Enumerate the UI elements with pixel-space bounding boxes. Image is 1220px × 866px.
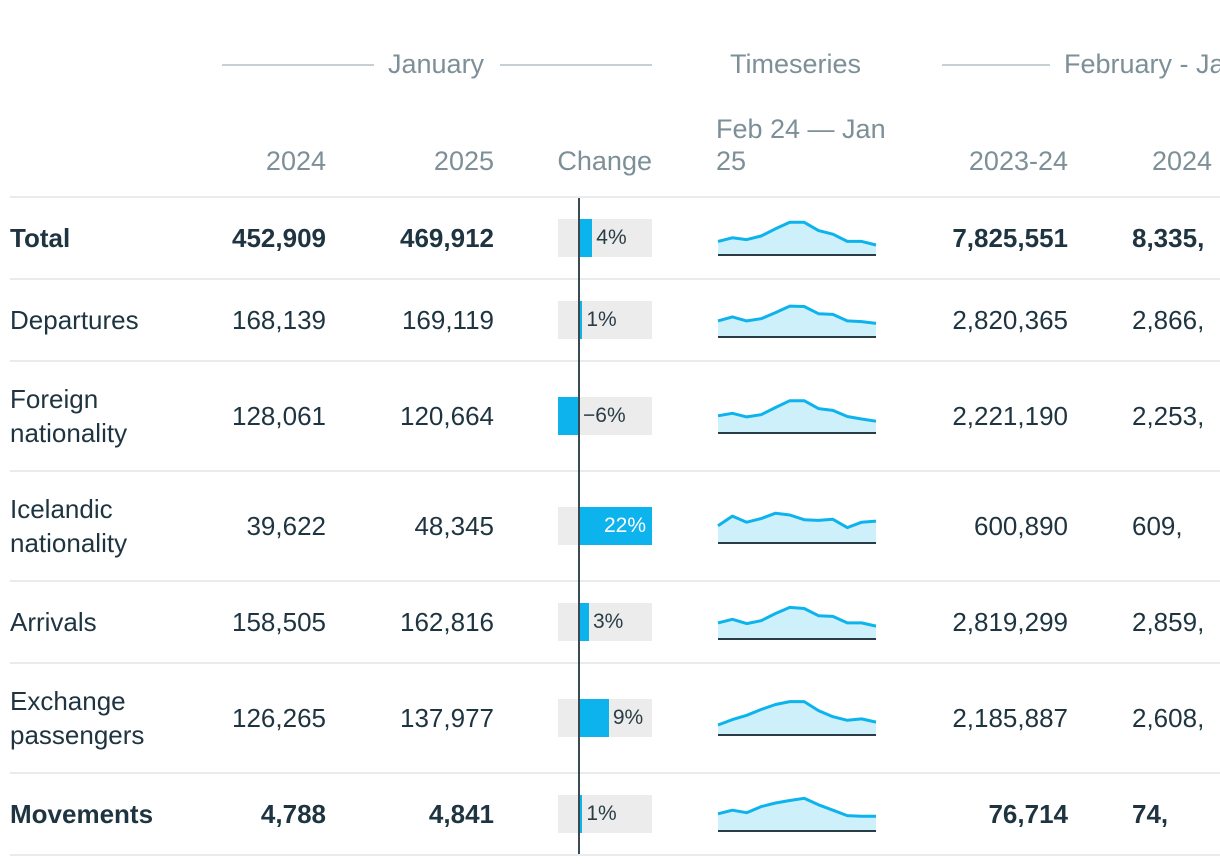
- change-bar-bg-departures: [558, 301, 652, 339]
- january-group-line-right: [500, 64, 652, 66]
- cell-y2024-movements: 4,788: [260, 799, 326, 829]
- row-divider: [10, 854, 1220, 856]
- cell-y2024-foreign-nationality: 128,061: [232, 401, 326, 431]
- sparkline-foreign-nationality: [717, 399, 877, 434]
- change-bar-foreign-nationality: [558, 397, 579, 435]
- col-head-2024: 2024: [265, 146, 326, 176]
- sparkline-line-total: [717, 220, 877, 247]
- cell-y2025-icelandic-nationality: 48,345: [414, 511, 494, 541]
- row-divider: [10, 278, 1220, 280]
- col-head-change: Change: [557, 146, 652, 176]
- row-divider: [10, 772, 1220, 774]
- row-divider: [10, 360, 1220, 362]
- sparkline-area-exchange-passengers: [718, 701, 876, 734]
- cell-y2024-arrivals: 158,505: [232, 607, 326, 637]
- change-bar-departures: [579, 301, 583, 339]
- row-label-total: Total: [10, 223, 71, 253]
- cell-p2023-24-icelandic-nationality: 600,890: [974, 511, 1068, 541]
- change-bar-bg-arrivals: [558, 603, 652, 641]
- row-label-foreign-nationality: Foreign nationality: [10, 384, 128, 448]
- cell-p2024-25-arrivals: 2,859,: [1132, 607, 1205, 637]
- change-label-exchange-passengers: 9%: [612, 706, 644, 729]
- cell-y2024-exchange-passengers: 126,265: [232, 703, 326, 733]
- sparkline-movements: [717, 796, 876, 832]
- col-head-2023-24: 2023-24: [968, 146, 1068, 176]
- sparkline-total: [717, 220, 877, 256]
- cell-p2024-25-total: 8,335,: [1132, 223, 1205, 253]
- change-bar-arrivals: [579, 603, 589, 641]
- row-label-departures: Departures: [10, 305, 139, 335]
- col-head-timeseries-line1: Feb 24 — Jan: [716, 114, 886, 144]
- change-bar-total: [579, 219, 593, 257]
- sparkline-area-foreign-nationality: [718, 400, 876, 432]
- sparkline-line-arrivals: [717, 605, 877, 628]
- row-label-arrivals: Arrivals: [10, 607, 97, 637]
- header-divider: [10, 196, 1220, 198]
- sparkline-line-exchange-passengers: [717, 700, 877, 727]
- sparkline-area-departures: [718, 306, 876, 336]
- cell-p2024-25-departures: 2,866,: [1132, 305, 1205, 335]
- sparkline-line-icelandic-nationality: [717, 511, 877, 530]
- row-label-movements: Movements: [10, 799, 154, 829]
- cell-p2024-25-exchange-passengers: 2,608,: [1132, 703, 1205, 733]
- cell-y2025-exchange-passengers: 137,977: [400, 703, 494, 733]
- cell-y2025-departures: 169,119: [401, 305, 494, 335]
- cell-y2024-departures: 168,139: [232, 305, 326, 335]
- sparkline-area-arrivals: [718, 607, 876, 638]
- change-label-icelandic-nationality: 22%: [603, 514, 646, 537]
- sparkline-area-movements: [718, 798, 876, 830]
- row-label-exchange-passengers: Exchange passengers: [10, 686, 145, 750]
- january-group-line-left: [222, 64, 374, 66]
- cell-y2025-arrivals: 162,816: [400, 607, 494, 637]
- sparkline-exchange-passengers: [717, 700, 877, 736]
- cell-y2025-foreign-nationality: 120,664: [400, 401, 494, 431]
- row-label-icelandic-nationality: Icelandic nationality: [10, 494, 128, 558]
- sparkline-icelandic-nationality: [717, 511, 877, 544]
- cell-y2025-total: 469,912: [400, 223, 494, 253]
- sparkline-departures: [717, 304, 877, 338]
- change-bar-bg-movements: [558, 795, 652, 833]
- change-bar-movements: [579, 795, 583, 833]
- cell-p2024-25-foreign-nationality: 2,253,: [1132, 401, 1205, 431]
- sparkline-line-foreign-nationality: [717, 399, 877, 423]
- row-divider: [10, 662, 1220, 664]
- change-label-foreign-nationality: −6%: [583, 404, 626, 427]
- cell-p2023-24-arrivals: 2,819,299: [952, 607, 1068, 637]
- cell-y2024-icelandic-nationality: 39,622: [246, 511, 326, 541]
- timeseries-group-label: Timeseries: [730, 46, 862, 82]
- change-bar-bg-total: [558, 219, 652, 257]
- change-bar-icelandic-nationality: [579, 507, 652, 545]
- sparkline-area-total: [718, 222, 876, 254]
- sparkline-line-departures: [717, 304, 877, 325]
- col-head-2024-25: 2024: [1152, 146, 1213, 176]
- change-zero-axis: [578, 198, 580, 854]
- change-bar-exchange-passengers: [579, 699, 609, 737]
- cell-y2025-movements: 4,841: [428, 799, 494, 829]
- cell-p2023-24-exchange-passengers: 2,185,887: [952, 703, 1068, 733]
- sparkline-line-movements: [717, 796, 876, 818]
- cell-p2023-24-foreign-nationality: 2,221,190: [952, 401, 1068, 431]
- row-divider: [10, 580, 1220, 582]
- cell-p2024-25-icelandic-nationality: 609,: [1132, 511, 1183, 541]
- cell-p2023-24-departures: 2,820,365: [952, 305, 1068, 335]
- sparkline-arrivals: [717, 605, 877, 640]
- change-label-movements: 1%: [586, 802, 617, 825]
- col-head-2025: 2025: [433, 146, 494, 176]
- col-head-timeseries-line2: 25: [716, 146, 747, 176]
- cell-p2024-25-movements: 74,: [1132, 799, 1169, 829]
- row-divider: [10, 470, 1220, 472]
- feb-jan-group-label: February - Ja: [1064, 46, 1220, 82]
- change-label-total: 4%: [596, 226, 627, 249]
- cell-p2023-24-total: 7,825,551: [952, 223, 1068, 253]
- cell-p2023-24-movements: 76,714: [988, 799, 1068, 829]
- change-label-departures: 1%: [586, 308, 617, 331]
- feb-jan-group-line-left: [942, 64, 1050, 66]
- january-group-label: January: [388, 46, 485, 82]
- cell-y2024-total: 452,909: [232, 223, 326, 253]
- change-label-arrivals: 3%: [592, 610, 624, 633]
